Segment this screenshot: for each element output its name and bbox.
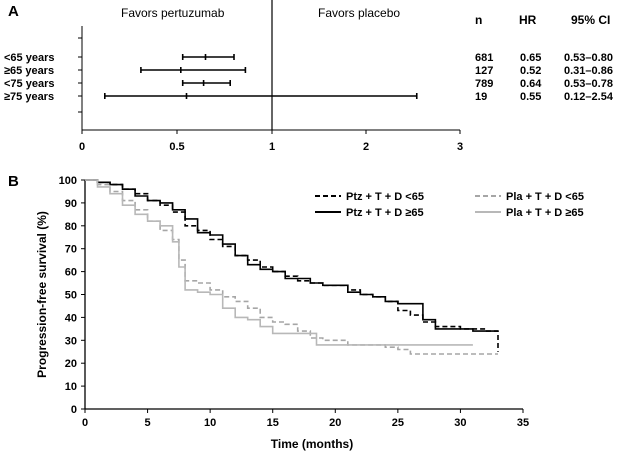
km-x-tick-label: 35: [517, 417, 529, 429]
km-y-tick-label: 100: [59, 175, 77, 187]
forest-plot: A Favors pertuzumab Favors placebo n HR …: [4, 0, 614, 153]
km-y-tick-label: 30: [65, 335, 77, 347]
km-axes: 0 10 20 30 40 50 60 70 80 90 100 0 5 10 15 20 25 30 35 Time…: [35, 175, 529, 451]
km-y-tick-label: 80: [65, 221, 77, 233]
forest-row-label: ≥75 years: [4, 91, 54, 103]
km-y-tick-label: 10: [65, 381, 77, 393]
km-x-tick-label: 15: [267, 417, 279, 429]
km-x-tick-label: 0: [82, 417, 88, 429]
km-series-line: [85, 179, 473, 346]
km-y-tick-label: 70: [65, 244, 77, 256]
favors-pertuzumab-label: Favors pertuzumab: [121, 6, 225, 20]
km-x-tick-label: 5: [145, 417, 151, 429]
km-y-axis-title: Progression-free survival (%): [35, 211, 49, 378]
forest-row-ci: 0.12–2.54: [564, 91, 614, 103]
forest-row-hr: 0.52: [520, 65, 541, 77]
km-x-tick-label: 30: [454, 417, 466, 429]
panel-a-label: A: [8, 3, 19, 20]
km-series-line: [85, 179, 498, 332]
km-x-tick-label: 25: [392, 417, 404, 429]
forest-row-n: 789: [475, 78, 493, 90]
forest-row-hr: 0.64: [520, 78, 542, 90]
km-legend: Ptz + T + D <65 Ptz + T + D ≥65 Pla + T + …: [315, 191, 584, 219]
forest-row-label: <65 years: [4, 52, 54, 64]
forest-row-hr: 0.65: [520, 52, 541, 64]
forest-x-tick-label: 1: [269, 141, 275, 153]
km-x-axis-title: Time (months): [271, 437, 353, 451]
legend-label: Ptz + T + D ≥65: [346, 207, 424, 219]
forest-row-n: 681: [475, 52, 493, 64]
panel-b-label: B: [8, 173, 19, 190]
km-y-tick-label: 50: [65, 290, 77, 302]
col-header-n: n: [475, 13, 482, 27]
forest-x-axis: 0 0.5 1 2 3: [78, 0, 463, 153]
km-y-tick-label: 90: [65, 198, 77, 210]
km-plot: B 0 10 20 30 40 50 60 70 80 90 100 0 5 10 15 20 25 30 35 Ti…: [8, 173, 584, 451]
forest-row-label: <75 years: [4, 78, 54, 90]
forest-x-tick-label: 0.5: [169, 141, 184, 153]
forest-row-ci: 0.31–0.86: [564, 65, 613, 77]
forest-x-tick-label: 2: [363, 141, 369, 153]
km-y-tick-label: 0: [71, 404, 77, 416]
km-y-tick-label: 40: [65, 312, 77, 324]
legend-label: Pla + T + D <65: [506, 191, 584, 203]
km-y-tick-label: 60: [65, 267, 77, 279]
col-header-hr: HR: [519, 13, 537, 27]
forest-x-tick-label: 3: [457, 141, 463, 153]
km-x-tick-label: 10: [204, 417, 216, 429]
km-series: [85, 179, 499, 355]
col-header-ci: 95% CI: [571, 13, 610, 27]
forest-row-ci: 0.53–0.80: [564, 52, 613, 64]
forest-row-n: 127: [475, 65, 493, 77]
legend-label: Ptz + T + D <65: [346, 191, 424, 203]
forest-x-tick-label: 0: [79, 141, 85, 153]
forest-row-hr: 0.55: [520, 91, 541, 103]
legend-label: Pla + T + D ≥65: [506, 207, 584, 219]
favors-placebo-label: Favors placebo: [318, 6, 400, 20]
km-y-tick-label: 20: [65, 358, 77, 370]
km-x-tick-label: 20: [329, 417, 341, 429]
forest-row-n: 19: [475, 91, 487, 103]
forest-row-label: ≥65 years: [4, 65, 54, 77]
forest-row-ci: 0.53–0.78: [564, 78, 613, 90]
forest-rows: <65 years 681 0.65 0.53–0.80 ≥65 years 127 0.5…: [4, 52, 614, 103]
